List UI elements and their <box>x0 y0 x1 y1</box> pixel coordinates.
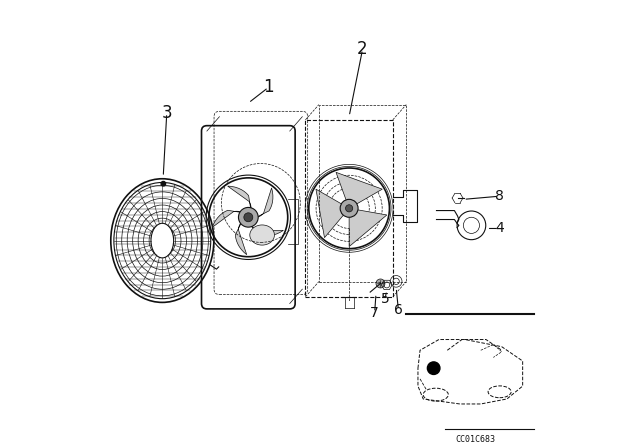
Polygon shape <box>255 188 273 218</box>
Polygon shape <box>316 189 345 237</box>
Text: 6: 6 <box>394 303 403 317</box>
Text: CC01C683: CC01C683 <box>456 435 495 444</box>
Polygon shape <box>349 210 387 246</box>
Circle shape <box>161 181 166 186</box>
Polygon shape <box>236 221 247 255</box>
Polygon shape <box>250 224 284 236</box>
Ellipse shape <box>151 223 173 258</box>
Text: 5: 5 <box>381 292 389 306</box>
Polygon shape <box>228 186 251 211</box>
Polygon shape <box>336 172 382 205</box>
Circle shape <box>244 213 253 222</box>
Circle shape <box>376 279 385 288</box>
Circle shape <box>428 362 440 375</box>
Circle shape <box>340 199 358 217</box>
Text: 2: 2 <box>357 40 368 58</box>
Text: 7: 7 <box>371 306 379 320</box>
Circle shape <box>239 207 258 227</box>
Circle shape <box>346 205 353 212</box>
Ellipse shape <box>250 225 275 245</box>
Text: 8: 8 <box>495 189 504 203</box>
Text: 1: 1 <box>263 78 274 96</box>
Polygon shape <box>212 210 243 227</box>
Text: 4: 4 <box>495 221 504 236</box>
Text: 3: 3 <box>161 104 172 122</box>
